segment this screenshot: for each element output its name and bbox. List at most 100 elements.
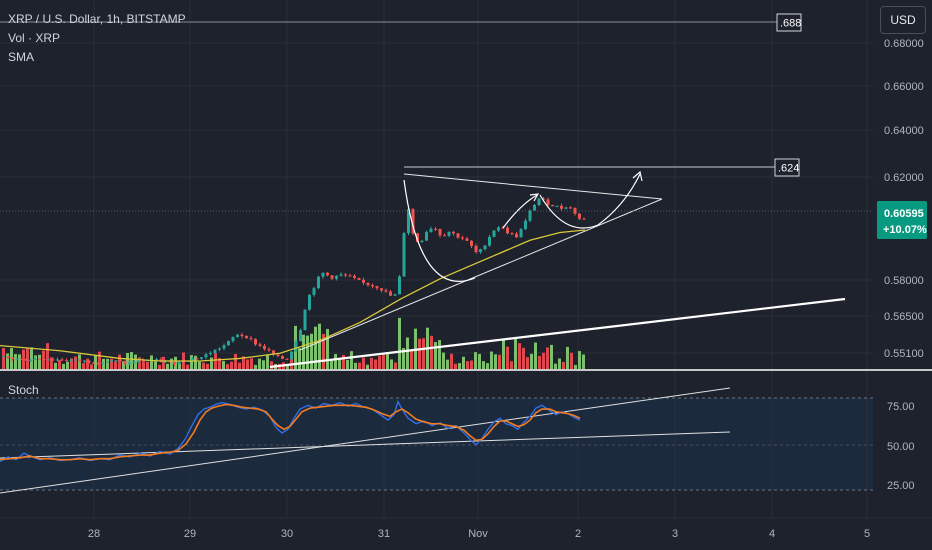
- x-axis-tick: 31: [378, 528, 390, 540]
- volume-bar: [22, 349, 25, 369]
- volume-bar: [6, 353, 9, 369]
- volume-bar: [50, 357, 53, 369]
- volume-bar: [206, 363, 209, 369]
- volume-bar: [450, 353, 453, 369]
- candle-body: [398, 276, 401, 295]
- arrow-head: [632, 170, 643, 182]
- volume-bar: [394, 362, 397, 369]
- current-price-badge: [877, 201, 927, 239]
- triangle-upper-line: [403, 173, 663, 200]
- volume-bar: [502, 340, 505, 369]
- candle-body: [447, 231, 451, 236]
- candle-body: [101, 362, 104, 364]
- candle-body: [420, 240, 424, 242]
- x-axis-tick: 4: [769, 528, 775, 540]
- volume-bar: [350, 351, 353, 369]
- candle-body: [56, 359, 59, 361]
- candle-body: [443, 235, 446, 237]
- candle-body: [2, 356, 5, 358]
- volume-bar: [66, 361, 69, 369]
- candle-body: [218, 348, 221, 350]
- volume-bar: [210, 357, 213, 369]
- volume-bar: [26, 348, 29, 369]
- candle-body: [65, 360, 68, 362]
- candle-body: [191, 358, 194, 361]
- candle-body: [425, 231, 428, 241]
- candle-body: [182, 361, 185, 363]
- candle-body: [321, 272, 325, 277]
- volume-bar: [102, 358, 105, 369]
- candle-body: [393, 294, 397, 296]
- volume-bar: [318, 323, 321, 369]
- projection-arrow: [597, 173, 641, 226]
- candle-body: [20, 358, 23, 360]
- candle-body: [87, 360, 91, 363]
- volume-bar: [398, 317, 401, 369]
- volume-bar: [542, 352, 545, 369]
- volume-bar: [114, 361, 117, 369]
- candle-body: [371, 285, 374, 287]
- candle-body: [231, 337, 235, 342]
- candle-body: [555, 205, 559, 207]
- candle-body: [96, 363, 100, 365]
- candle-body: [272, 350, 275, 355]
- candle-body: [524, 220, 527, 230]
- small-arrow: [502, 194, 538, 229]
- volume-bar: [466, 361, 469, 369]
- volume-bar: [178, 363, 181, 369]
- x-axis-tick: 30: [281, 528, 293, 540]
- candle-body: [510, 233, 514, 235]
- volume-bar: [410, 349, 413, 369]
- price-tick: 0.66000: [884, 81, 924, 93]
- candle-body: [312, 288, 316, 295]
- candle-body: [438, 228, 442, 236]
- volume-bar: [90, 364, 93, 369]
- candle-body: [582, 218, 586, 220]
- volume-bar: [482, 361, 485, 369]
- currency-button[interactable]: USD: [880, 6, 926, 34]
- volume-bar: [314, 326, 317, 369]
- price-tick: 0.68000: [884, 38, 924, 50]
- volume-bars: [2, 317, 585, 369]
- volume-bar: [534, 342, 537, 369]
- candle-body: [132, 362, 136, 364]
- x-axis-tick: 3: [672, 528, 678, 540]
- stoch-trendline-lower: [0, 387, 731, 494]
- candle-body: [528, 210, 532, 221]
- volume-bar: [34, 355, 37, 369]
- volume-bar: [478, 353, 481, 369]
- volume-bar: [366, 364, 369, 369]
- sma-line: [0, 229, 586, 362]
- candle-body: [308, 294, 311, 310]
- volume-bar: [258, 358, 261, 369]
- volume-bar: [46, 343, 49, 369]
- long-trendline: [269, 297, 846, 369]
- volume-bar: [446, 359, 449, 369]
- candle-body: [33, 358, 37, 360]
- candle-body: [339, 274, 343, 276]
- volume-bar: [134, 354, 137, 369]
- volume-bar: [218, 358, 221, 369]
- symbol-title: XRP / U.S. Dollar, 1h, BITSTAMP: [8, 12, 186, 26]
- volume-bar: [342, 354, 345, 369]
- candle-body: [348, 275, 352, 277]
- candle-body: [105, 361, 109, 363]
- sma-legend: SMA: [8, 50, 35, 64]
- volume-bar: [454, 363, 457, 369]
- volume-bar: [526, 357, 529, 369]
- candle-body: [416, 233, 419, 242]
- candle-body: [456, 233, 460, 238]
- volume-bar: [486, 363, 489, 369]
- candle-body: [222, 345, 226, 349]
- volume-bar: [346, 359, 349, 369]
- candle-body: [78, 359, 82, 362]
- candle-body: [470, 240, 473, 246]
- volume-bar: [358, 362, 361, 369]
- candle-body: [330, 275, 334, 279]
- volume-bar: [462, 356, 465, 369]
- volume-bar: [386, 352, 389, 369]
- candle-body: [110, 360, 113, 362]
- candle-body: [123, 361, 127, 364]
- candle-body: [537, 198, 541, 206]
